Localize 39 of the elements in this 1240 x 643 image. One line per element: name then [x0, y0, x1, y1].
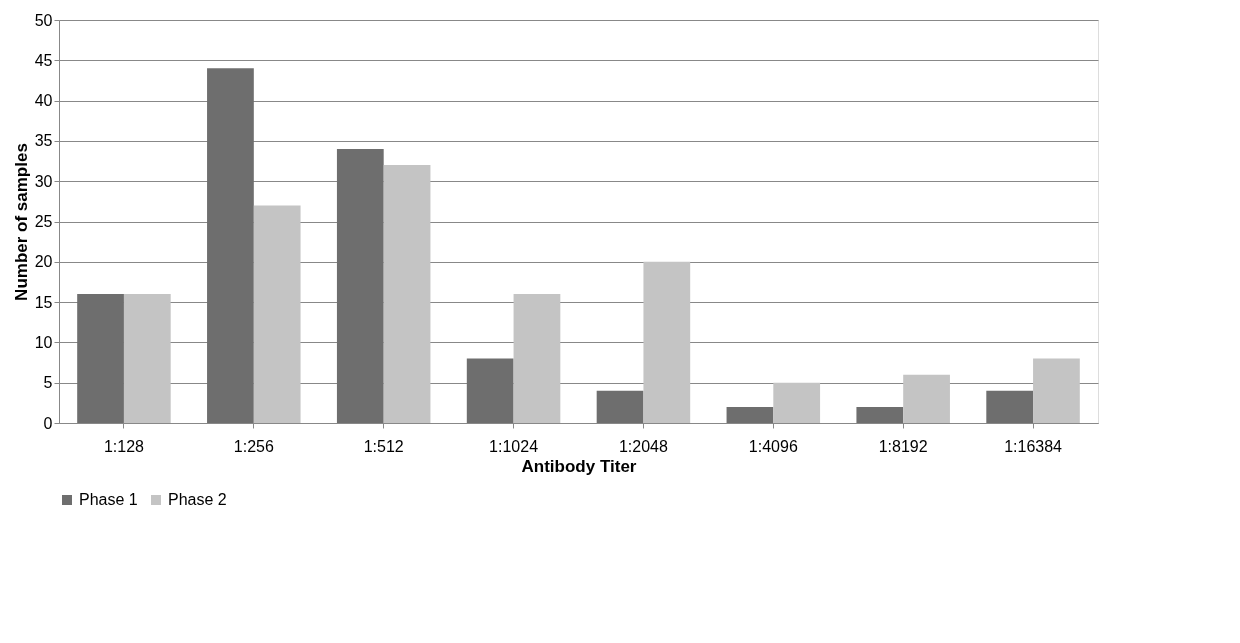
- bar: [986, 390, 1034, 423]
- bar: [336, 148, 384, 423]
- bar: [726, 406, 774, 423]
- y-tick-label: 50: [34, 11, 53, 29]
- x-axis-title: Antibody Titer: [521, 456, 637, 476]
- y-tick-label: 10: [34, 333, 53, 351]
- bar: [253, 205, 301, 423]
- x-tick-label: 1:8192: [878, 437, 928, 455]
- y-tick-label: 35: [34, 132, 53, 150]
- bar: [77, 294, 124, 423]
- legend-label: Phase 2: [168, 491, 227, 508]
- x-tick-label: 1:1024: [489, 437, 539, 455]
- y-tick-label: 0: [43, 414, 53, 432]
- y-tick-label: 40: [34, 92, 53, 110]
- bar: [513, 294, 561, 423]
- y-tick-label: 5: [43, 374, 53, 392]
- x-tick-label: 1:128: [103, 437, 145, 455]
- x-tick-label: 1:512: [363, 437, 404, 455]
- y-tick-label: 45: [34, 51, 53, 69]
- y-axis-title: Number of samples: [11, 143, 31, 301]
- x-tick-label: 1:4096: [748, 437, 798, 455]
- y-tick-label: 20: [34, 253, 53, 271]
- bar: [643, 261, 691, 423]
- x-tick-label: 1:2048: [618, 437, 669, 455]
- bar: [207, 68, 254, 423]
- bar: [773, 382, 821, 423]
- y-tick-label: 25: [34, 213, 53, 230]
- bar: [856, 406, 904, 423]
- x-tick-label: 1:256: [233, 437, 274, 455]
- bar: [596, 390, 644, 423]
- legend-label: Phase 1: [79, 491, 138, 508]
- y-tick-label: 15: [34, 293, 53, 311]
- bar: [1033, 358, 1080, 423]
- x-tick-label: 1:16384: [1004, 437, 1063, 455]
- bar: [383, 165, 431, 423]
- bar: [466, 358, 514, 423]
- bar: [903, 374, 950, 423]
- y-tick-label: 30: [34, 172, 53, 190]
- bar: [123, 294, 171, 423]
